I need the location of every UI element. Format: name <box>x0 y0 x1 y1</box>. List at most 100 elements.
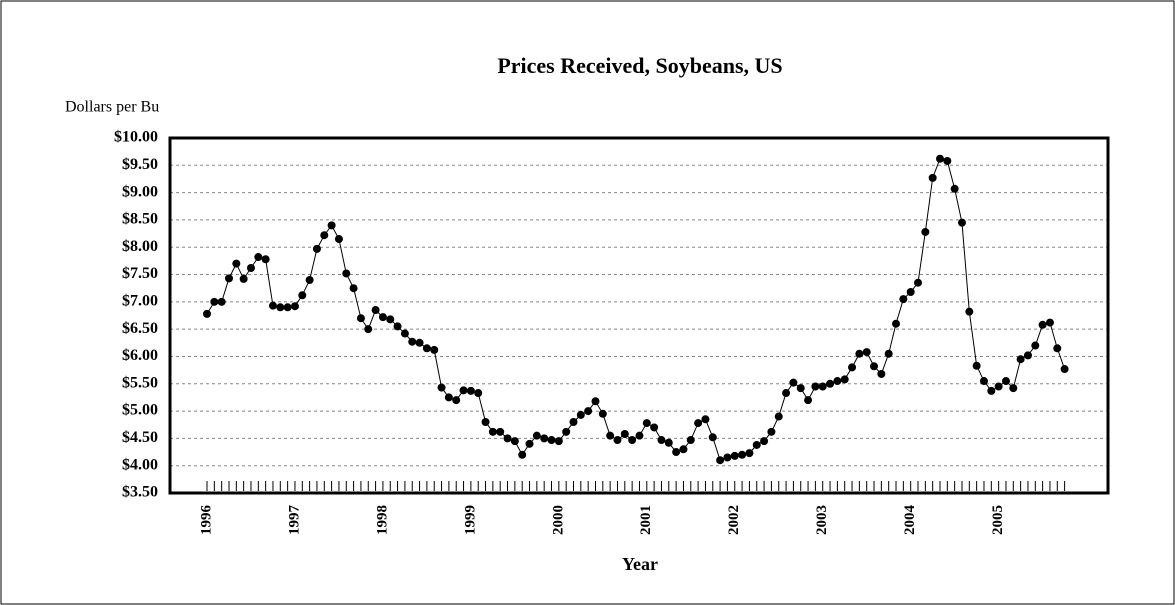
point <box>261 255 270 264</box>
y-axis-label: Dollars per Bu <box>65 99 159 116</box>
point <box>657 436 666 445</box>
point <box>811 382 820 391</box>
y-tick-label: $10.00 <box>114 129 158 146</box>
point <box>921 227 930 236</box>
point <box>283 303 292 312</box>
point <box>870 362 879 371</box>
x-tick-label: 2002 <box>726 505 742 535</box>
plot-frame <box>168 136 1110 495</box>
point <box>606 431 615 440</box>
point <box>386 315 395 324</box>
point <box>694 419 703 428</box>
point <box>752 440 761 449</box>
point <box>994 382 1003 391</box>
x-tick-label: 2005 <box>990 505 1006 535</box>
point <box>496 427 505 436</box>
y-tick-label: $9.00 <box>122 183 158 200</box>
point <box>371 306 380 315</box>
point <box>943 156 952 165</box>
y-tick-label: $5.00 <box>122 402 158 419</box>
point <box>518 450 527 459</box>
point <box>510 437 519 446</box>
point <box>224 274 233 283</box>
point <box>481 418 490 426</box>
point <box>232 259 241 268</box>
point <box>334 235 343 244</box>
point <box>760 437 769 446</box>
point <box>950 184 959 193</box>
point <box>899 295 908 304</box>
point <box>1016 355 1025 364</box>
y-tick-label: $7.00 <box>122 293 158 310</box>
point <box>826 379 835 388</box>
chart-title: Prices Received, Soybeans, US <box>497 53 782 78</box>
point <box>356 314 365 323</box>
point <box>987 386 996 395</box>
y-tick-label: $3.50 <box>122 484 158 501</box>
x-tick-label: 2004 <box>902 505 918 536</box>
point <box>320 231 329 240</box>
point <box>576 410 585 419</box>
y-tick-label: $4.00 <box>122 456 158 473</box>
x-tick-label: 2003 <box>814 505 830 535</box>
y-tick-label: $6.00 <box>122 347 158 364</box>
point <box>730 451 739 460</box>
point <box>217 297 226 306</box>
point <box>584 407 593 416</box>
point <box>877 369 886 378</box>
point <box>342 269 351 278</box>
point <box>437 383 446 392</box>
point <box>349 284 358 293</box>
point <box>738 450 747 459</box>
point <box>503 434 512 443</box>
point <box>782 389 791 398</box>
point <box>327 221 336 230</box>
y-tick-label: $8.00 <box>122 238 158 255</box>
point <box>459 386 468 395</box>
point <box>620 430 629 439</box>
point <box>444 393 453 402</box>
point <box>672 448 681 457</box>
x-tick-label: 2001 <box>638 505 654 535</box>
point <box>246 263 255 272</box>
point <box>855 349 864 358</box>
point <box>474 389 483 398</box>
point <box>914 278 923 287</box>
point <box>598 409 607 418</box>
point <box>664 438 673 447</box>
point <box>547 436 556 445</box>
point <box>554 437 563 446</box>
point <box>1023 351 1032 360</box>
x-tick-label: 2000 <box>550 505 566 535</box>
point <box>1060 365 1069 374</box>
y-tick-label: $8.50 <box>122 211 158 228</box>
point <box>965 307 974 316</box>
point <box>378 313 387 322</box>
point <box>957 218 966 227</box>
point <box>848 363 857 372</box>
point <box>745 449 754 458</box>
x-tick-label: 1998 <box>374 505 390 535</box>
point <box>635 431 644 440</box>
y-tick-label: $4.50 <box>122 429 158 446</box>
point <box>400 329 409 338</box>
point <box>393 322 402 331</box>
point <box>305 276 314 284</box>
point <box>818 382 827 391</box>
point <box>628 436 637 445</box>
point <box>532 431 541 440</box>
point <box>906 288 915 297</box>
point <box>268 301 277 310</box>
point <box>364 325 373 334</box>
point <box>210 297 219 306</box>
point <box>239 274 248 283</box>
point <box>716 456 725 465</box>
point <box>789 378 798 387</box>
point <box>642 419 651 428</box>
point <box>804 396 813 405</box>
point <box>525 439 534 448</box>
x-tick-label: 1996 <box>198 505 214 536</box>
point <box>1031 341 1040 350</box>
series-line <box>206 158 1066 461</box>
